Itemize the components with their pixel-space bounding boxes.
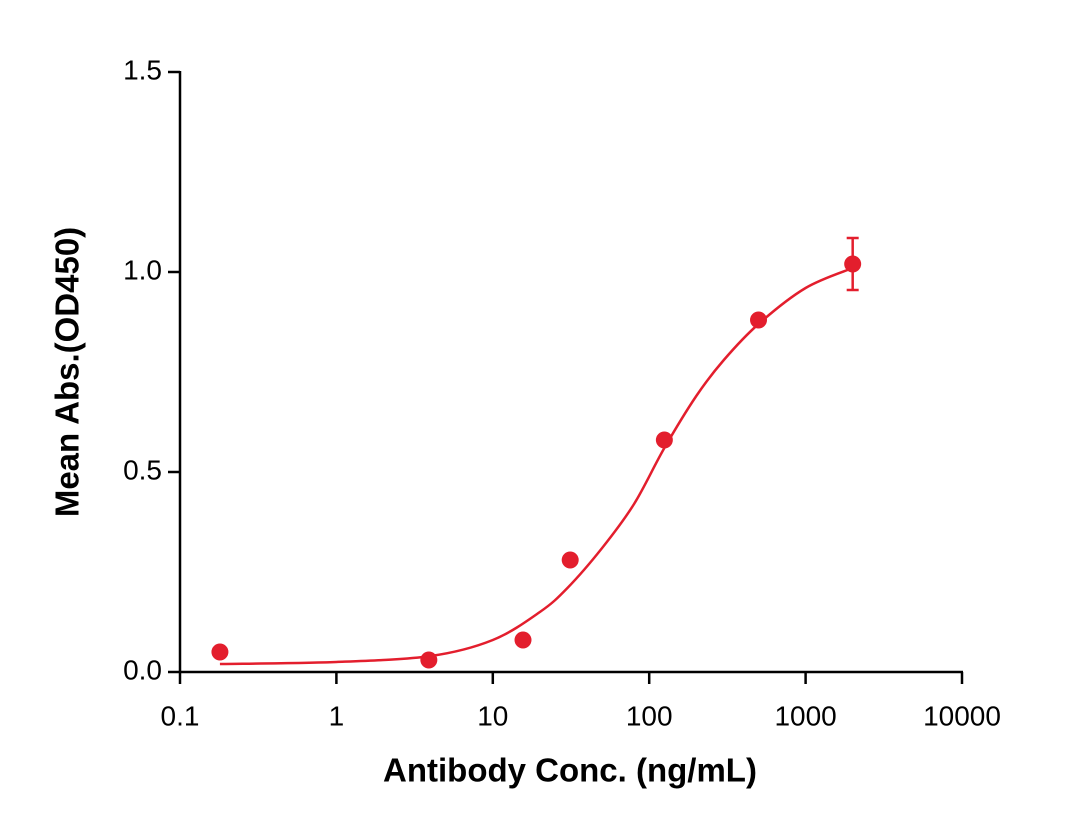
x-tick-label: 10000 bbox=[923, 700, 1001, 731]
data-point bbox=[211, 643, 229, 661]
y-axis-title: Mean Abs.(OD450) bbox=[49, 227, 86, 517]
x-tick-label: 100 bbox=[626, 700, 673, 731]
x-axis-title: Antibody Conc. (ng/mL) bbox=[383, 752, 757, 789]
fit-curve bbox=[219, 266, 854, 666]
y-tick-label: 1.5 bbox=[123, 54, 162, 85]
y-tick-label: 1.0 bbox=[123, 254, 162, 285]
y-tick-label: 0.0 bbox=[123, 654, 162, 685]
data-point bbox=[844, 255, 862, 273]
x-tick-label: 1 bbox=[329, 700, 345, 731]
data-point bbox=[750, 311, 768, 329]
data-point bbox=[514, 631, 532, 649]
y-tick-label: 0.5 bbox=[123, 454, 162, 485]
data-point bbox=[420, 651, 438, 669]
data-point bbox=[655, 431, 673, 449]
x-tick-label: 1000 bbox=[774, 700, 836, 731]
data-point bbox=[561, 551, 579, 569]
x-tick-label: 0.1 bbox=[161, 700, 200, 731]
x-tick-label: 10 bbox=[477, 700, 508, 731]
